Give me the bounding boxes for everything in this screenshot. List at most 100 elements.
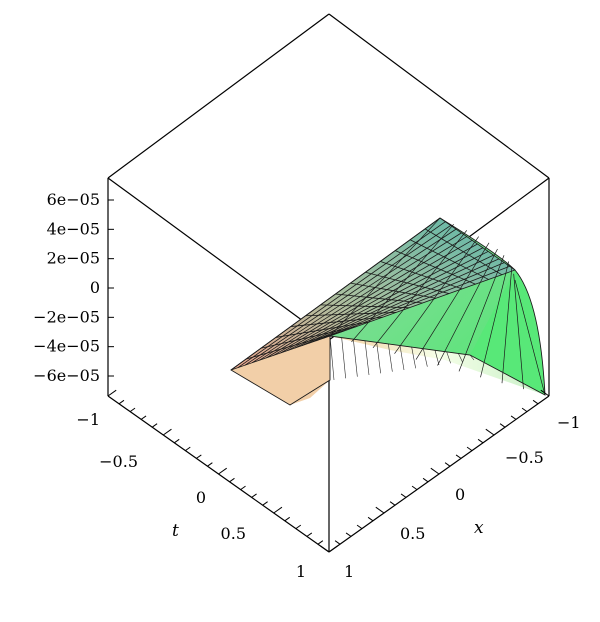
mesh-line [372,230,468,349]
mesh-line [365,271,450,294]
z-axis-tick-label: −2e−05 [33,307,100,326]
t-axis-minor-tick [196,454,202,459]
x-axis-minor-tick [466,446,473,452]
mesh-line [501,267,513,384]
mesh-line [395,250,476,285]
x-axis-major-tick [485,428,495,436]
x-axis-label: x [474,518,484,538]
mesh-line [308,258,500,344]
box-edge-back-left [107,177,330,341]
surface-top-face [231,218,515,370]
mesh-line [458,353,463,362]
x-axis-tick-label: 0 [455,485,465,504]
mesh-line [439,217,516,271]
mesh-line [364,340,370,376]
t-axis-major-tick [218,467,227,475]
surface-left-skirt [231,336,330,405]
surface-mesh [230,217,546,406]
mesh-line [322,265,510,339]
surface-outline [230,217,546,406]
t-axis-tick-label: 1 [296,562,306,581]
t-axis-minor-tick [240,485,246,491]
mesh-line [341,337,346,379]
t-axis-major-tick [328,545,338,553]
x-axis: −1 −0.5 0 0.5 1 [320,389,581,581]
surface-right-wall [470,270,545,395]
x-axis-minor-tick [356,524,363,530]
mesh-line [287,247,484,351]
mesh-line [424,228,502,276]
z-axis-tick-label: 6e−05 [47,190,100,209]
mesh-line [329,335,335,381]
t-axis-major-tick [162,428,172,436]
x-axis-minor-tick [345,532,352,537]
mesh-line [458,255,505,372]
x-axis-major-tick [430,467,440,475]
t-axis-major-tick [107,389,117,397]
mesh-line [380,261,463,290]
t-axis-minor-tick [174,438,180,444]
x-axis-minor-tick [411,485,418,491]
mesh-line [301,254,494,347]
x-axis-minor-tick [400,493,407,498]
x-axis-major-tick [375,506,385,514]
t-axis-tick-label: 0.5 [221,524,246,543]
z-axis-tick-label: −4e−05 [33,337,100,356]
t-axis-minor-tick [185,446,191,452]
t-axis-tick-label: 0 [196,488,206,507]
mesh-line [514,279,546,396]
t-axis-major-tick [273,506,283,514]
x-axis-minor-tick [422,477,429,483]
t-axis-minor-tick [229,477,235,483]
t-axis-minor-tick [306,532,313,537]
t-axis-minor-tick [140,415,147,420]
mesh-line [480,261,510,378]
z-axis: 6e−05 4e−05 2e−05 0 −2e−05 −4e−05 −6e−05 [33,190,114,385]
t-axis-minor-tick [118,399,125,405]
mesh-line [409,239,489,280]
x-axis-minor-tick [521,407,528,413]
mesh-line [415,242,490,360]
z-axis-tick-label: 2e−05 [47,249,100,268]
x-axis-minor-tick [499,423,506,428]
x-axis-minor-tick [367,516,374,522]
mesh-line [411,347,416,369]
t-axis-minor-tick [151,423,158,428]
t-axis-minor-tick [284,516,291,522]
x-axis-minor-tick [444,462,451,467]
x-axis-tick-label: −0.5 [505,448,544,467]
z-axis-tick-label: 0 [90,278,100,297]
x-axis-tick-label: −1 [557,413,581,432]
mesh-line [423,348,428,367]
mesh-line [437,248,498,366]
t-axis-label: t [172,521,179,541]
x-axis-minor-tick [477,438,484,444]
x-axis-minor-tick [510,415,517,420]
t-axis-minor-tick [317,540,324,545]
mesh-line [280,243,478,354]
t-axis-minor-tick [207,462,213,467]
t-axis-minor-tick [262,501,268,506]
x-axis-minor-tick [334,540,341,545]
mesh-line [350,282,436,299]
t-axis-minor-tick [251,493,257,498]
mesh-line [388,343,393,372]
x-axis-tick-label: 0.5 [400,524,425,543]
x-axis-minor-tick [455,454,462,459]
mesh-line [376,342,381,374]
mesh-line [394,236,479,354]
x-axis-major-tick [540,389,550,397]
x-axis-major-tick [320,545,330,553]
mesh-line [446,351,451,364]
mesh-line [399,345,405,371]
z-axis-tick-label: −6e−05 [33,366,100,385]
mesh-line [329,269,516,337]
mesh-line [329,217,441,337]
t-axis-tick-label: −0.5 [99,452,138,471]
mesh-line [351,223,454,343]
z-axis-tick-label: 4e−05 [47,219,100,238]
mesh-line [434,350,440,366]
x-axis-minor-tick [389,501,396,506]
